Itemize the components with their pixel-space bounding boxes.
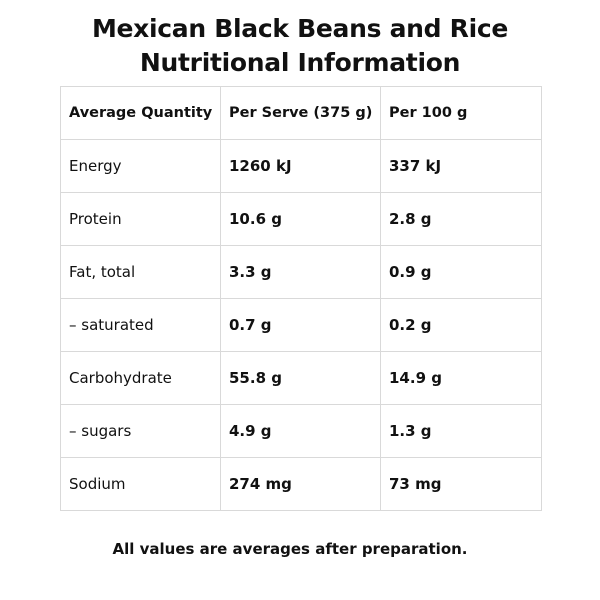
row-label: – sugars — [60, 404, 221, 458]
per-100g-value: 73 mg — [380, 457, 542, 511]
footnote: All values are averages after preparatio… — [112, 540, 468, 558]
per-serve-value: 0.7 g — [220, 298, 381, 352]
page-title: Mexican Black Beans and Rice Nutritional… — [0, 12, 600, 80]
per-serve-value: 1260 kJ — [220, 139, 381, 193]
per-100g-value: 1.3 g — [380, 404, 542, 458]
nutrition-table: Average Quantity Per Serve (375 g) Per 1… — [60, 86, 542, 511]
title-line-2: Nutritional Information — [139, 48, 461, 77]
table-row: – sugars 4.9 g 1.3 g — [60, 404, 542, 458]
title-line-1: Mexican Black Beans and Rice — [91, 14, 509, 43]
per-100g-value: 2.8 g — [380, 192, 542, 246]
header-per-serve: Per Serve (375 g) — [220, 86, 381, 140]
per-100g-value: 0.9 g — [380, 245, 542, 299]
table-row: Carbohydrate 55.8 g 14.9 g — [60, 351, 542, 405]
table-header-row: Average Quantity Per Serve (375 g) Per 1… — [60, 86, 542, 140]
row-label: Protein — [60, 192, 221, 246]
header-average-quantity: Average Quantity — [60, 86, 221, 140]
table-row: Fat, total 3.3 g 0.9 g — [60, 245, 542, 299]
row-label: – saturated — [60, 298, 221, 352]
row-label: Energy — [60, 139, 221, 193]
per-100g-value: 0.2 g — [380, 298, 542, 352]
row-label: Carbohydrate — [60, 351, 221, 405]
table-row: Sodium 274 mg 73 mg — [60, 457, 542, 511]
row-label: Sodium — [60, 457, 221, 511]
per-100g-value: 14.9 g — [380, 351, 542, 405]
table-row: Protein 10.6 g 2.8 g — [60, 192, 542, 246]
per-serve-value: 10.6 g — [220, 192, 381, 246]
per-serve-value: 4.9 g — [220, 404, 381, 458]
per-serve-value: 55.8 g — [220, 351, 381, 405]
per-100g-value: 337 kJ — [380, 139, 542, 193]
header-per-100g: Per 100 g — [380, 86, 542, 140]
table-row: Energy 1260 kJ 337 kJ — [60, 139, 542, 193]
row-label: Fat, total — [60, 245, 221, 299]
per-serve-value: 274 mg — [220, 457, 381, 511]
table-row: – saturated 0.7 g 0.2 g — [60, 298, 542, 352]
per-serve-value: 3.3 g — [220, 245, 381, 299]
